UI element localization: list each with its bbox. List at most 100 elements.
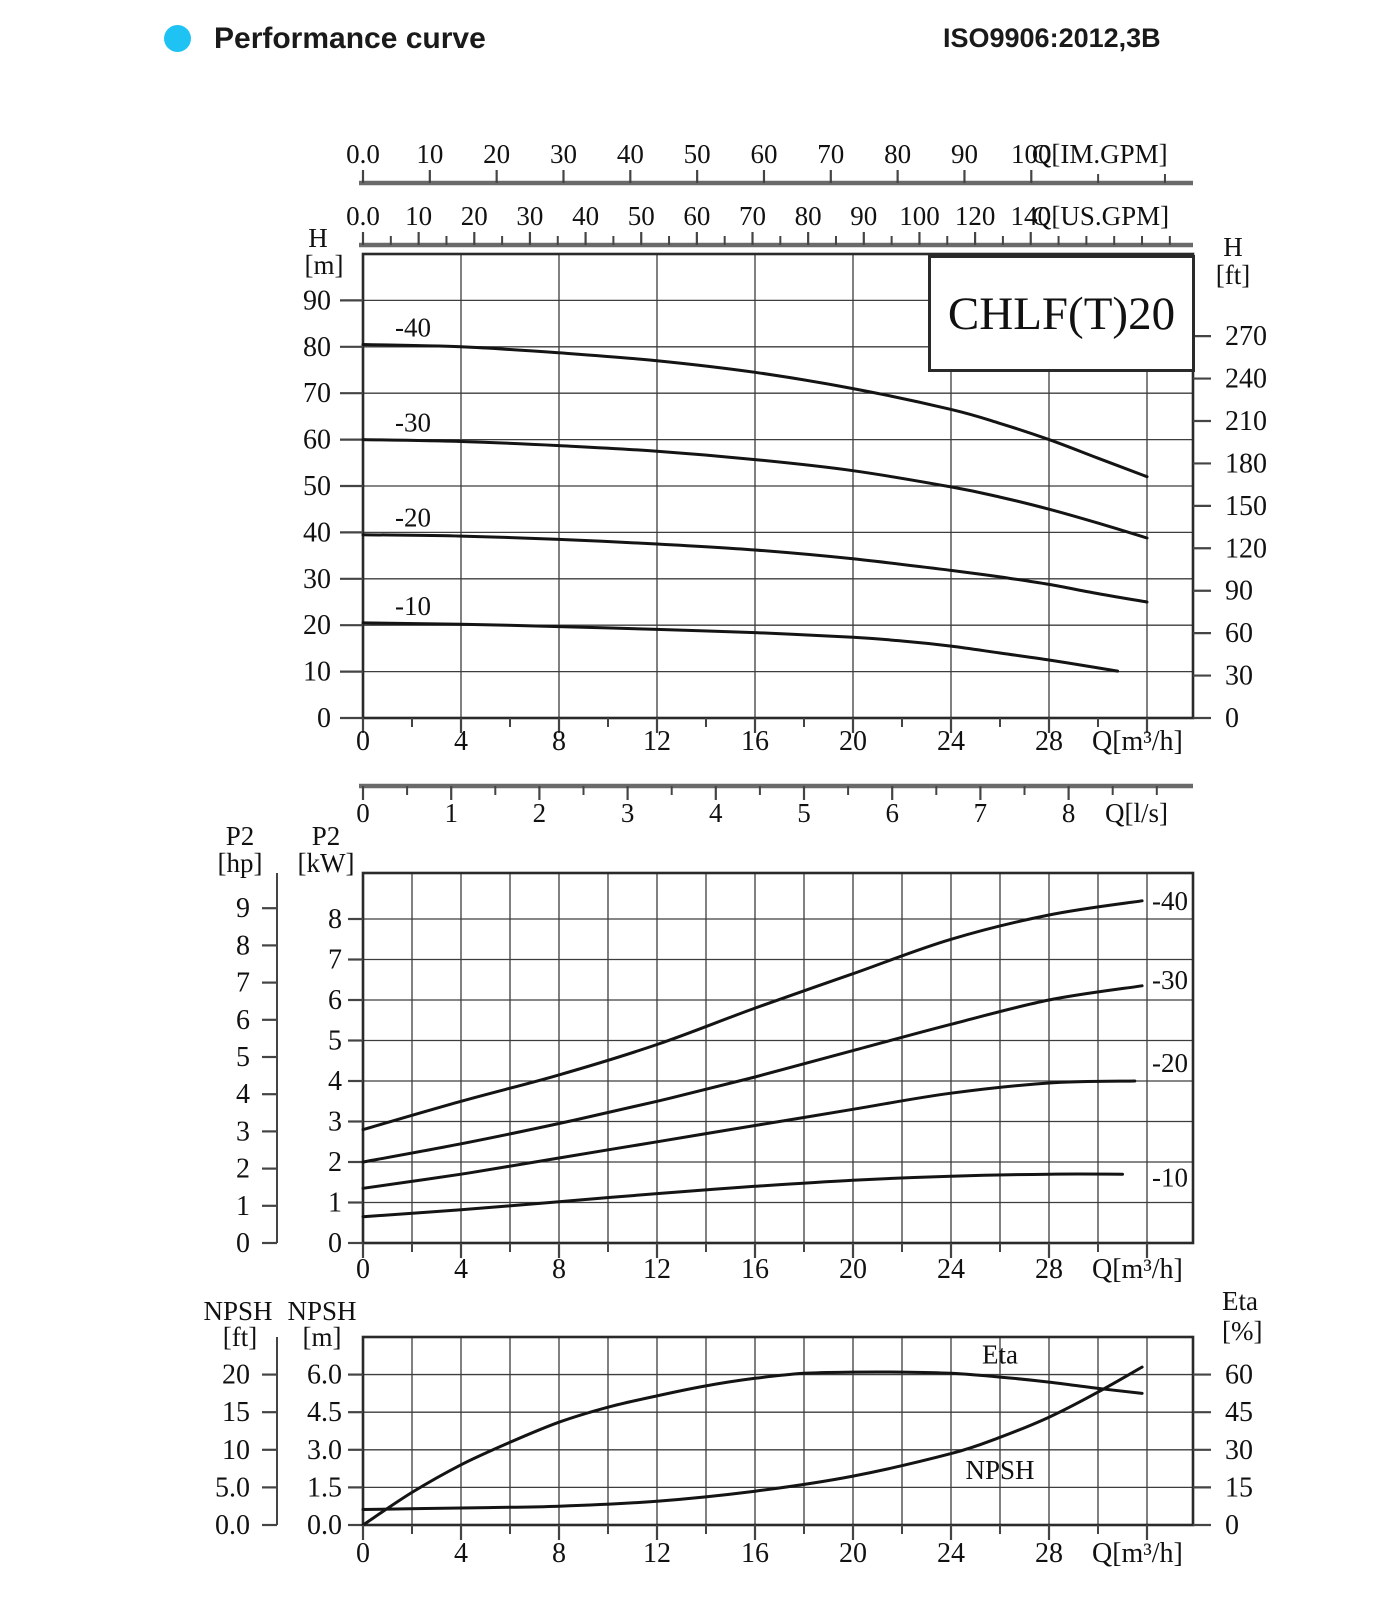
axis-tick-label: 90 [951, 139, 978, 169]
h-ft-tick-label: 150 [1225, 491, 1267, 522]
x-tick-label: 16 [741, 726, 769, 757]
head-curve--20 [361, 533, 1149, 604]
kw-tick-label: 8 [328, 904, 342, 935]
x-tick-label: 24 [937, 1538, 965, 1569]
hp-tick-label: 2 [236, 1154, 250, 1185]
kw-tick-label: 7 [328, 945, 342, 976]
standard-reference: ISO9906:2012,3B [943, 23, 1161, 53]
x-tick-label: 28 [1035, 1254, 1063, 1285]
axis-tick-label: 10 [405, 201, 432, 231]
kw-tick-label: 0 [328, 1228, 342, 1259]
axis-tick-label: 60 [683, 201, 710, 231]
eta-tick-label: 0 [1225, 1510, 1239, 1541]
h-ft-tick-label: 30 [1225, 661, 1253, 692]
hp-tick-label: 4 [236, 1079, 250, 1110]
axis-tick-label: 40 [572, 201, 599, 231]
x-tick-label: 20 [839, 1254, 867, 1285]
axis-tick-label: 20 [461, 201, 488, 231]
x-tick-label: 20 [839, 726, 867, 757]
axis-tick-label: 100 [1011, 139, 1052, 169]
axis-tick-label: 50 [628, 201, 655, 231]
h-m-axis-title: [m] [305, 250, 344, 280]
h-m-tick-label: 0 [317, 703, 331, 734]
ls-tick-label: 3 [621, 798, 635, 828]
axis-tick-label: 20 [483, 139, 510, 169]
axis-tick-label: 30 [550, 139, 577, 169]
h-ft-tick-label: 180 [1225, 448, 1267, 479]
axis-tick-label: 140 [1010, 201, 1051, 231]
h-ft-tick-label: 120 [1225, 533, 1267, 564]
x-tick-label: 8 [552, 1254, 566, 1285]
npsh-chart-curve-NPSH [361, 1365, 1144, 1511]
h-ft-tick-label: 210 [1225, 406, 1267, 437]
kw-tick-label: 6 [328, 985, 342, 1016]
h-m-tick-label: 30 [303, 564, 331, 595]
curve-label: -20 [395, 503, 431, 533]
npsh-m-axis-title: [m] [303, 1322, 342, 1352]
h-m-tick-label: 90 [303, 285, 331, 316]
axis-tick-label: 100 [899, 201, 940, 231]
axis-tick-label: 30 [516, 201, 543, 231]
axis-unit-label: Q[US.GPM] [1032, 201, 1169, 231]
h-m-tick-label: 70 [303, 378, 331, 409]
x-tick-label: 16 [741, 1538, 769, 1569]
x-tick-label: 24 [937, 1254, 965, 1285]
power-curve--40 [361, 899, 1144, 1132]
hp-tick-label: 0 [236, 1228, 250, 1259]
power-curve--20 [361, 1079, 1137, 1190]
bullet-icon [164, 25, 191, 52]
hp-tick-label: 7 [236, 968, 250, 999]
power-curve--10 [361, 1172, 1124, 1219]
h-m-tick-label: 60 [303, 425, 331, 456]
x-unit-label: Q[m³/h] [1092, 726, 1183, 757]
p2-kw-axis-title: [kW] [298, 848, 355, 878]
axis-tick-label: 120 [955, 201, 996, 231]
x-tick-label: 4 [454, 1538, 468, 1569]
axis-tick-label: 60 [750, 139, 777, 169]
npsh-ft-axis-title: NPSH [203, 1296, 272, 1326]
h-m-axis-title: H [308, 223, 328, 253]
ls-tick-label: 4 [709, 798, 723, 828]
npsh-ft-tick-label: 0.0 [215, 1510, 250, 1541]
axis-tick-label: 0.0 [346, 139, 380, 169]
hp-tick-label: 8 [236, 930, 250, 961]
x-tick-label: 12 [643, 1538, 671, 1569]
x-tick-label: 12 [643, 1254, 671, 1285]
head-curve--30 [361, 438, 1149, 540]
x-tick-label: 0 [356, 1538, 370, 1569]
axis-tick-label: 0.0 [346, 201, 380, 231]
npsh-ft-tick-label: 20 [222, 1360, 250, 1391]
x-tick-label: 0 [356, 726, 370, 757]
curve-label: -10 [1152, 1162, 1188, 1192]
npsh-m-axis-title: NPSH [287, 1296, 356, 1326]
h-m-tick-label: 10 [303, 657, 331, 688]
h-ft-tick-label: 0 [1225, 703, 1239, 734]
head-curve--10 [361, 621, 1120, 673]
x-unit-label: Q[m³/h] [1092, 1254, 1183, 1285]
curve-label: Eta [982, 1340, 1018, 1370]
kw-tick-label: 4 [328, 1066, 342, 1097]
h-m-tick-label: 80 [303, 332, 331, 363]
ls-tick-label: 6 [885, 798, 899, 828]
page-title: Performance curve [214, 22, 486, 55]
curve-label: -30 [395, 408, 431, 438]
axis-tick-label: 90 [850, 201, 877, 231]
head-curve--40 [361, 343, 1149, 479]
npsh-m-tick-label: 1.5 [307, 1472, 342, 1503]
axis-tick-label: 10 [416, 139, 443, 169]
curve-label: -30 [1152, 965, 1188, 995]
eta-tick-label: 15 [1225, 1472, 1253, 1503]
p2-kw-axis-title: P2 [312, 821, 341, 851]
axis-unit-label: Q[IM.GPM] [1032, 139, 1168, 169]
eta-tick-label: 60 [1225, 1360, 1253, 1391]
x-tick-label: 8 [552, 726, 566, 757]
curve-label: -40 [395, 312, 431, 342]
hp-tick-label: 5 [236, 1042, 250, 1073]
p2-hp-axis-title: P2 [226, 821, 255, 851]
x-tick-label: 24 [937, 726, 965, 757]
kw-tick-label: 5 [328, 1026, 342, 1057]
hp-tick-label: 6 [236, 1005, 250, 1036]
eta-tick-label: 45 [1225, 1397, 1253, 1428]
x-unit-label: Q[m³/h] [1092, 1538, 1183, 1569]
